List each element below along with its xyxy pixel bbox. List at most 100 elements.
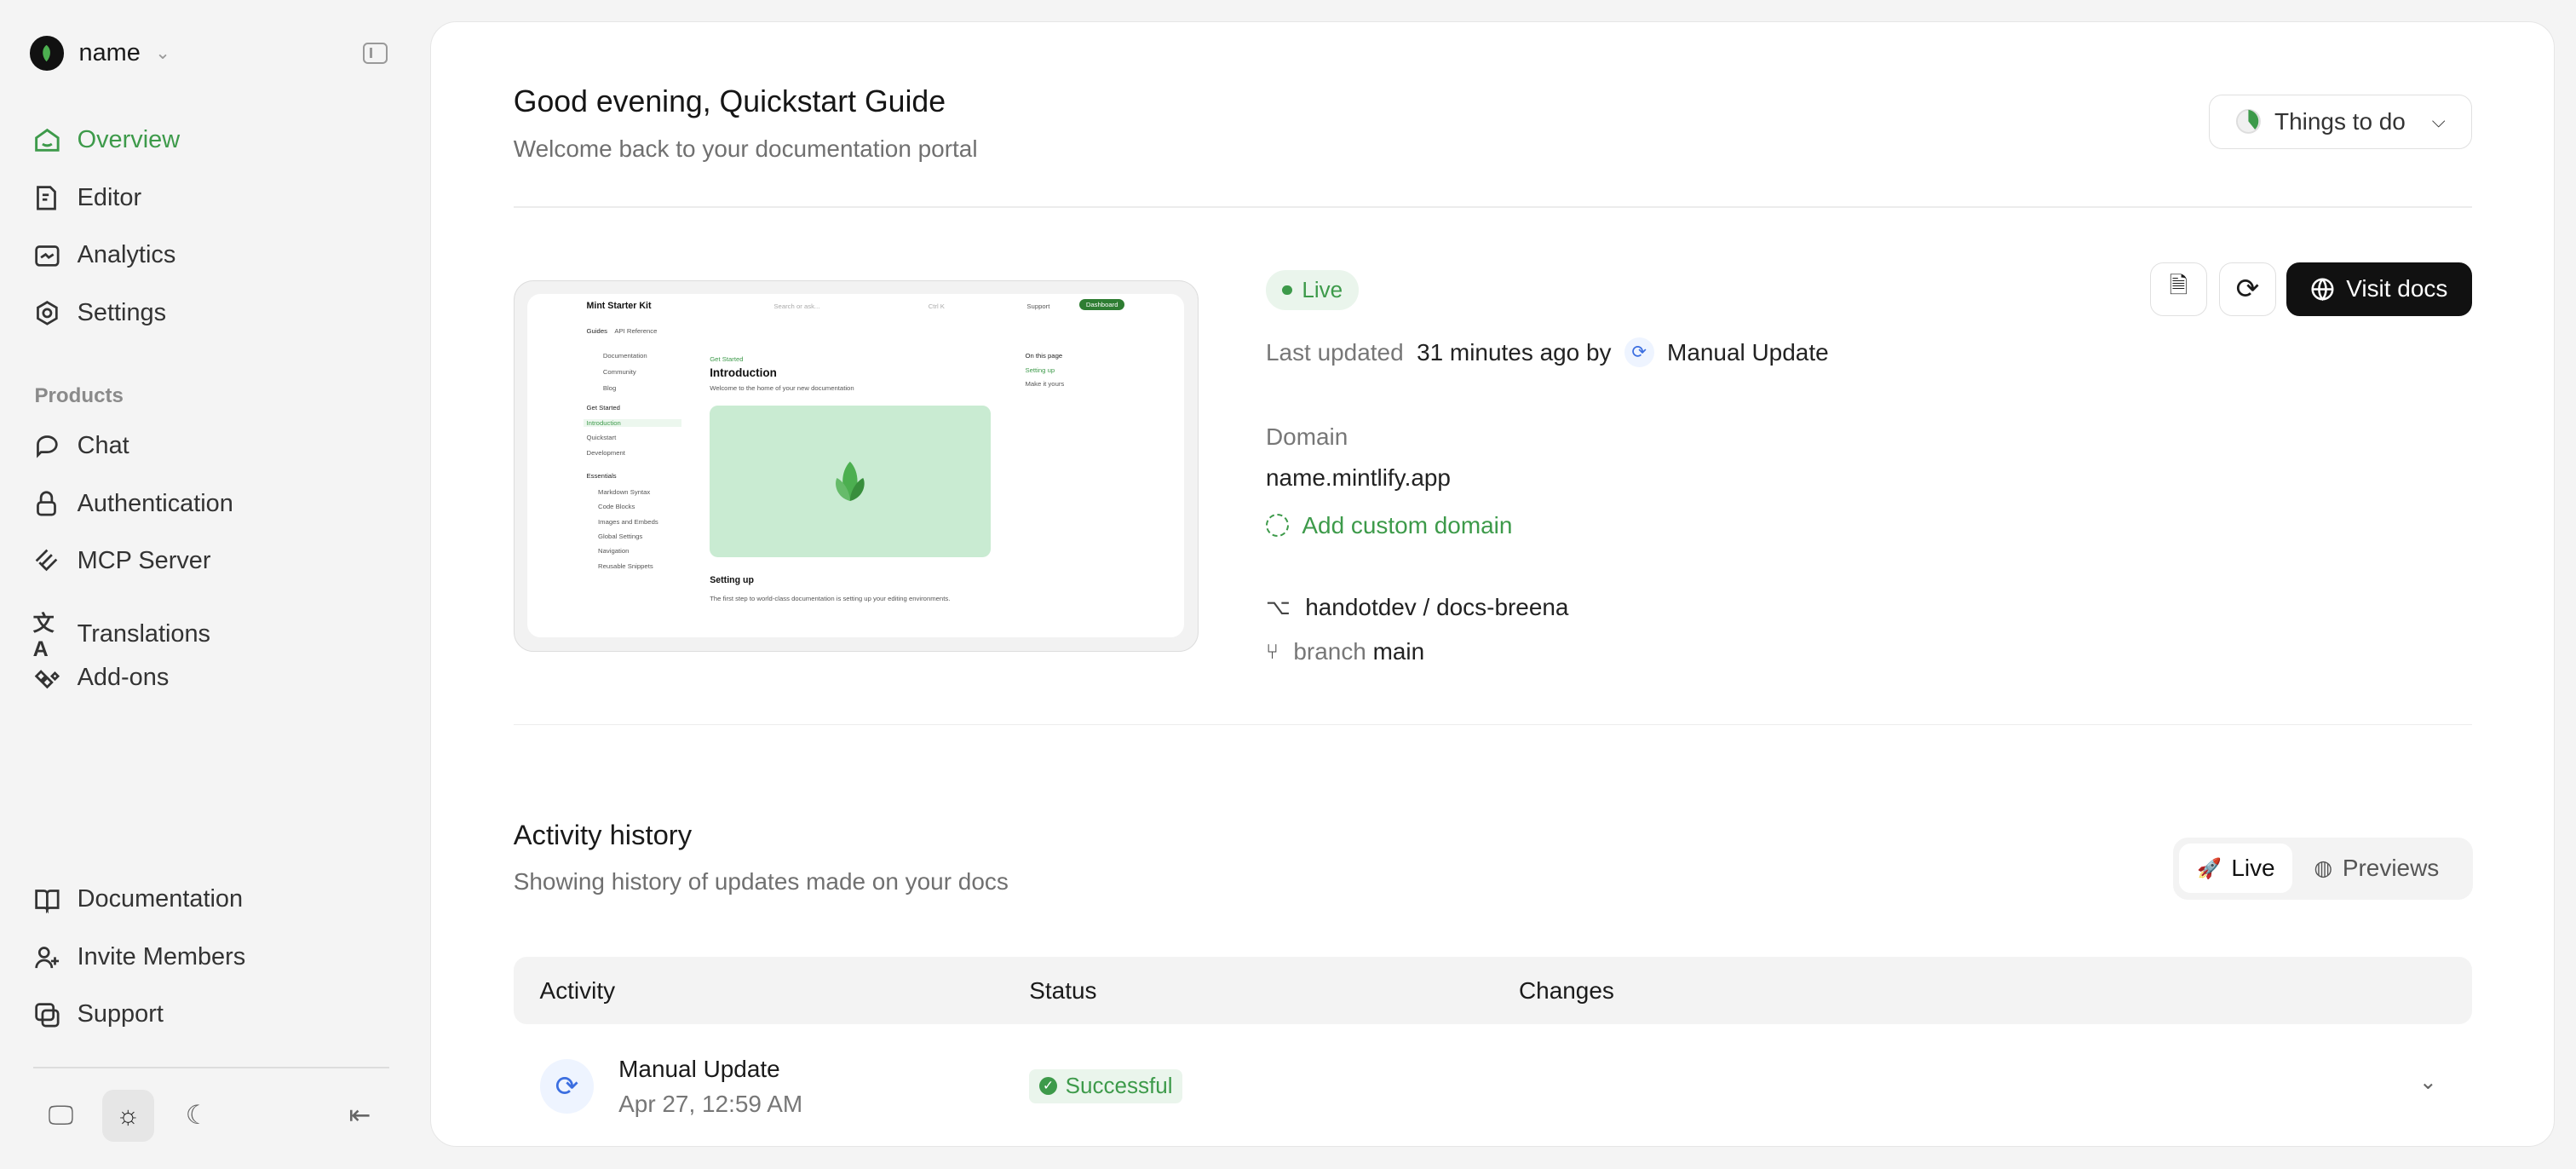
sidebar-item-label: Invite Members: [77, 942, 246, 970]
preview-link: Navigation: [598, 547, 630, 556]
preview-tab: Guides: [586, 326, 607, 335]
activity-name: Manual Update: [618, 1056, 780, 1083]
sidebar-item-analytics[interactable]: Analytics: [33, 241, 176, 269]
toggle-previews-label: Previews: [2342, 855, 2440, 882]
preview-link: Blog: [602, 384, 617, 393]
add-custom-domain-link[interactable]: Add custom domain: [1265, 511, 1513, 539]
repo-name: handotdev / docs-breena: [1305, 594, 1569, 621]
sidebar-item-add-ons[interactable]: Add-ons: [33, 664, 170, 692]
sidebar-item-editor[interactable]: Editor: [33, 183, 142, 212]
updated-by: Manual Update: [1667, 338, 1829, 366]
refresh-icon: ⟳: [1624, 337, 1654, 368]
sidebar-item-settings[interactable]: Settings: [33, 298, 167, 327]
products-heading: Products: [34, 384, 124, 408]
user-plus-icon: [34, 947, 59, 969]
preview-link: Global Settings: [598, 532, 643, 540]
org-switcher[interactable]: name ⌄: [29, 36, 170, 71]
branch-info: ⑂ branch main: [1266, 638, 1424, 665]
status-label: Live: [1302, 276, 1343, 302]
preview-tab: API Reference: [614, 326, 658, 335]
main-panel: Good evening, Quickstart Guide Welcome b…: [430, 21, 2555, 1148]
check-circle-icon: ✓: [1038, 1077, 1058, 1096]
last-updated-label: Last updated: [1265, 338, 1404, 366]
sidebar-item-label: Settings: [77, 298, 167, 326]
status-label: Successful: [1065, 1073, 1173, 1099]
book-icon: [34, 889, 60, 914]
sidebar-item-label: Chat: [77, 432, 129, 460]
page-subtitle: Welcome back to your documentation porta…: [513, 135, 978, 163]
chevron-down-icon: ⌄: [155, 43, 170, 64]
status-badge: ✓ Successful: [1029, 1068, 1183, 1104]
preview-hero-image: [710, 406, 991, 557]
sidebar-item-label: Analytics: [77, 241, 176, 269]
toggle-live[interactable]: 🚀 Live: [2179, 844, 2293, 894]
preview-section-desc: The first step to world-class documentat…: [710, 595, 951, 603]
toggle-live-label: Live: [2231, 855, 2275, 882]
status-dot: [1282, 285, 1292, 296]
refresh-icon: ⟳: [2235, 273, 2260, 305]
editor-icon: [36, 186, 56, 210]
translate-icon: 文A: [32, 611, 55, 661]
things-to-do-dropdown[interactable]: Things to do ⌵: [2208, 94, 2472, 149]
rocket-icon: 🚀: [2196, 856, 2222, 879]
collapse-sidebar-icon[interactable]: [363, 43, 388, 65]
preview-link: Introduction: [583, 418, 682, 427]
sidebar-item-invite-members[interactable]: Invite Members: [33, 942, 246, 971]
last-updated: Last updated 31 minutes ago by ⟳ Manual …: [1265, 337, 1829, 368]
github-icon: ⌥: [1265, 596, 1291, 620]
domain-link[interactable]: name.mintlify.app: [1265, 464, 1451, 491]
expand-chevron-icon[interactable]: ⌄: [2418, 1069, 2437, 1094]
leaf-logo-icon: [836, 461, 865, 502]
sidebar-item-overview[interactable]: Overview: [33, 126, 181, 154]
theme-light-button[interactable]: ☼: [101, 1089, 155, 1143]
addons-icon: [34, 670, 60, 689]
theme-dark-button[interactable]: ☾: [171, 1090, 224, 1143]
column-header-changes: Changes: [1518, 976, 1614, 1004]
redeploy-button[interactable]: ⟳: [2218, 262, 2277, 317]
globe-icon: ◍: [2314, 856, 2333, 881]
preview-title: Introduction: [710, 366, 777, 380]
page-title: Good evening, Quickstart Guide: [513, 84, 946, 119]
sidebar-item-label: Support: [77, 1000, 164, 1028]
preview-toc-link: Make it yours: [1025, 379, 1065, 388]
preview-group: Essentials: [586, 471, 617, 480]
sidebar-item-documentation[interactable]: Documentation: [33, 885, 243, 914]
sun-icon: ☼: [116, 1100, 141, 1131]
monitor-icon: 🖵: [48, 1099, 74, 1130]
sidebar-item-mcp-server[interactable]: MCP Server: [33, 547, 211, 575]
sidebar-item-label: Editor: [77, 183, 142, 211]
divider: [513, 206, 2472, 208]
sidebar-item-label: Overview: [77, 126, 181, 154]
preview-section-title: Setting up: [710, 575, 754, 586]
theme-system-button[interactable]: 🖵: [34, 1090, 87, 1143]
sidebar-item-translations[interactable]: 文A Translations: [33, 607, 210, 662]
divider: [513, 723, 2472, 726]
repo-link[interactable]: ⌥ handotdev / docs-breena: [1266, 594, 1569, 621]
visit-docs-button[interactable]: Visit docs: [2286, 262, 2472, 317]
dashed-circle-icon: [1265, 514, 1289, 538]
sidebar-item-chat[interactable]: Chat: [33, 432, 129, 460]
preview-link: Reusable Snippets: [598, 561, 653, 570]
domain-label: Domain: [1265, 423, 1348, 450]
activity-subtitle: Showing history of updates made on your …: [513, 868, 1009, 895]
toggle-previews[interactable]: ◍ Previews: [2314, 844, 2439, 893]
activity-date: Apr 27, 12:59 AM: [618, 1090, 803, 1117]
edit-file-button[interactable]: 🗎: [2149, 262, 2208, 317]
preview-eyebrow: Get Started: [710, 354, 744, 363]
sidebar-item-label: Translations: [77, 619, 210, 648]
preview-link: Documentation: [602, 351, 647, 360]
git-branch-icon: ⑂: [1265, 639, 1279, 664]
table-row[interactable]: ⟳ Manual Update Apr 27, 12:59 AM ✓ Succe…: [514, 1049, 2472, 1131]
sidebar-item-label: Authentication: [77, 489, 233, 517]
org-logo: [29, 36, 65, 71]
logout-button[interactable]: ⇤: [333, 1090, 386, 1143]
analytics-icon: [34, 245, 60, 267]
preview-dashboard: Dashboard: [1079, 299, 1125, 310]
sidebar-item-authentication[interactable]: Authentication: [33, 490, 233, 518]
sidebar-item-label: Add-ons: [77, 664, 170, 692]
column-header-activity: Activity: [539, 976, 616, 1004]
mcp-icon: [35, 549, 57, 572]
sidebar-item-support[interactable]: Support: [33, 1000, 164, 1028]
docs-preview-thumbnail[interactable]: Mint Starter Kit Search or ask... Ctrl K…: [513, 279, 1199, 652]
add-custom-domain-label: Add custom domain: [1302, 511, 1513, 538]
